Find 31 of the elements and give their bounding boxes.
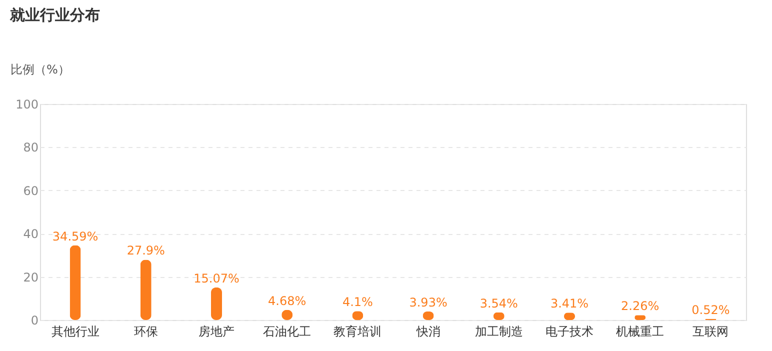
bar — [70, 245, 81, 320]
x-tick-label: 石油化工 — [263, 324, 312, 338]
y-axis-title: 比例（%） — [10, 62, 70, 76]
y-tick-label: 80 — [23, 140, 38, 155]
data-label: 3.93% — [409, 296, 448, 310]
y-tick-label: 20 — [23, 270, 38, 284]
bar — [140, 260, 152, 320]
data-label: 3.54% — [480, 296, 518, 310]
x-tick-label: 快消 — [415, 324, 440, 338]
data-label: 3.41% — [550, 296, 589, 311]
x-tick-label: 教育培训 — [334, 324, 382, 338]
x-tick-label: 环保 — [134, 324, 158, 338]
chart-title: 就业行业分布 — [9, 6, 100, 24]
x-tick-label: 其他行业 — [51, 324, 100, 338]
x-tick-label: 互联网 — [692, 324, 729, 338]
data-label: 0.52% — [692, 302, 730, 317]
x-tick-label: 房地产 — [198, 324, 234, 338]
y-tick-label: 40 — [23, 227, 38, 242]
data-label: 2.26% — [621, 299, 660, 314]
y-tick-label: 100 — [16, 98, 38, 112]
data-label: 4.68% — [268, 294, 306, 308]
x-tick-label: 电子技术 — [546, 324, 594, 338]
data-label: 34.59% — [52, 229, 98, 244]
bar — [211, 287, 222, 320]
x-tick-label: 机械重工 — [616, 324, 664, 338]
data-label: 27.9% — [126, 244, 165, 258]
data-label: 4.1% — [342, 295, 373, 310]
data-label: 15.07% — [194, 271, 240, 286]
y-tick-label: 0 — [30, 314, 38, 328]
y-tick-label: 60 — [23, 184, 38, 198]
x-tick-label: 加工制造 — [474, 324, 523, 338]
